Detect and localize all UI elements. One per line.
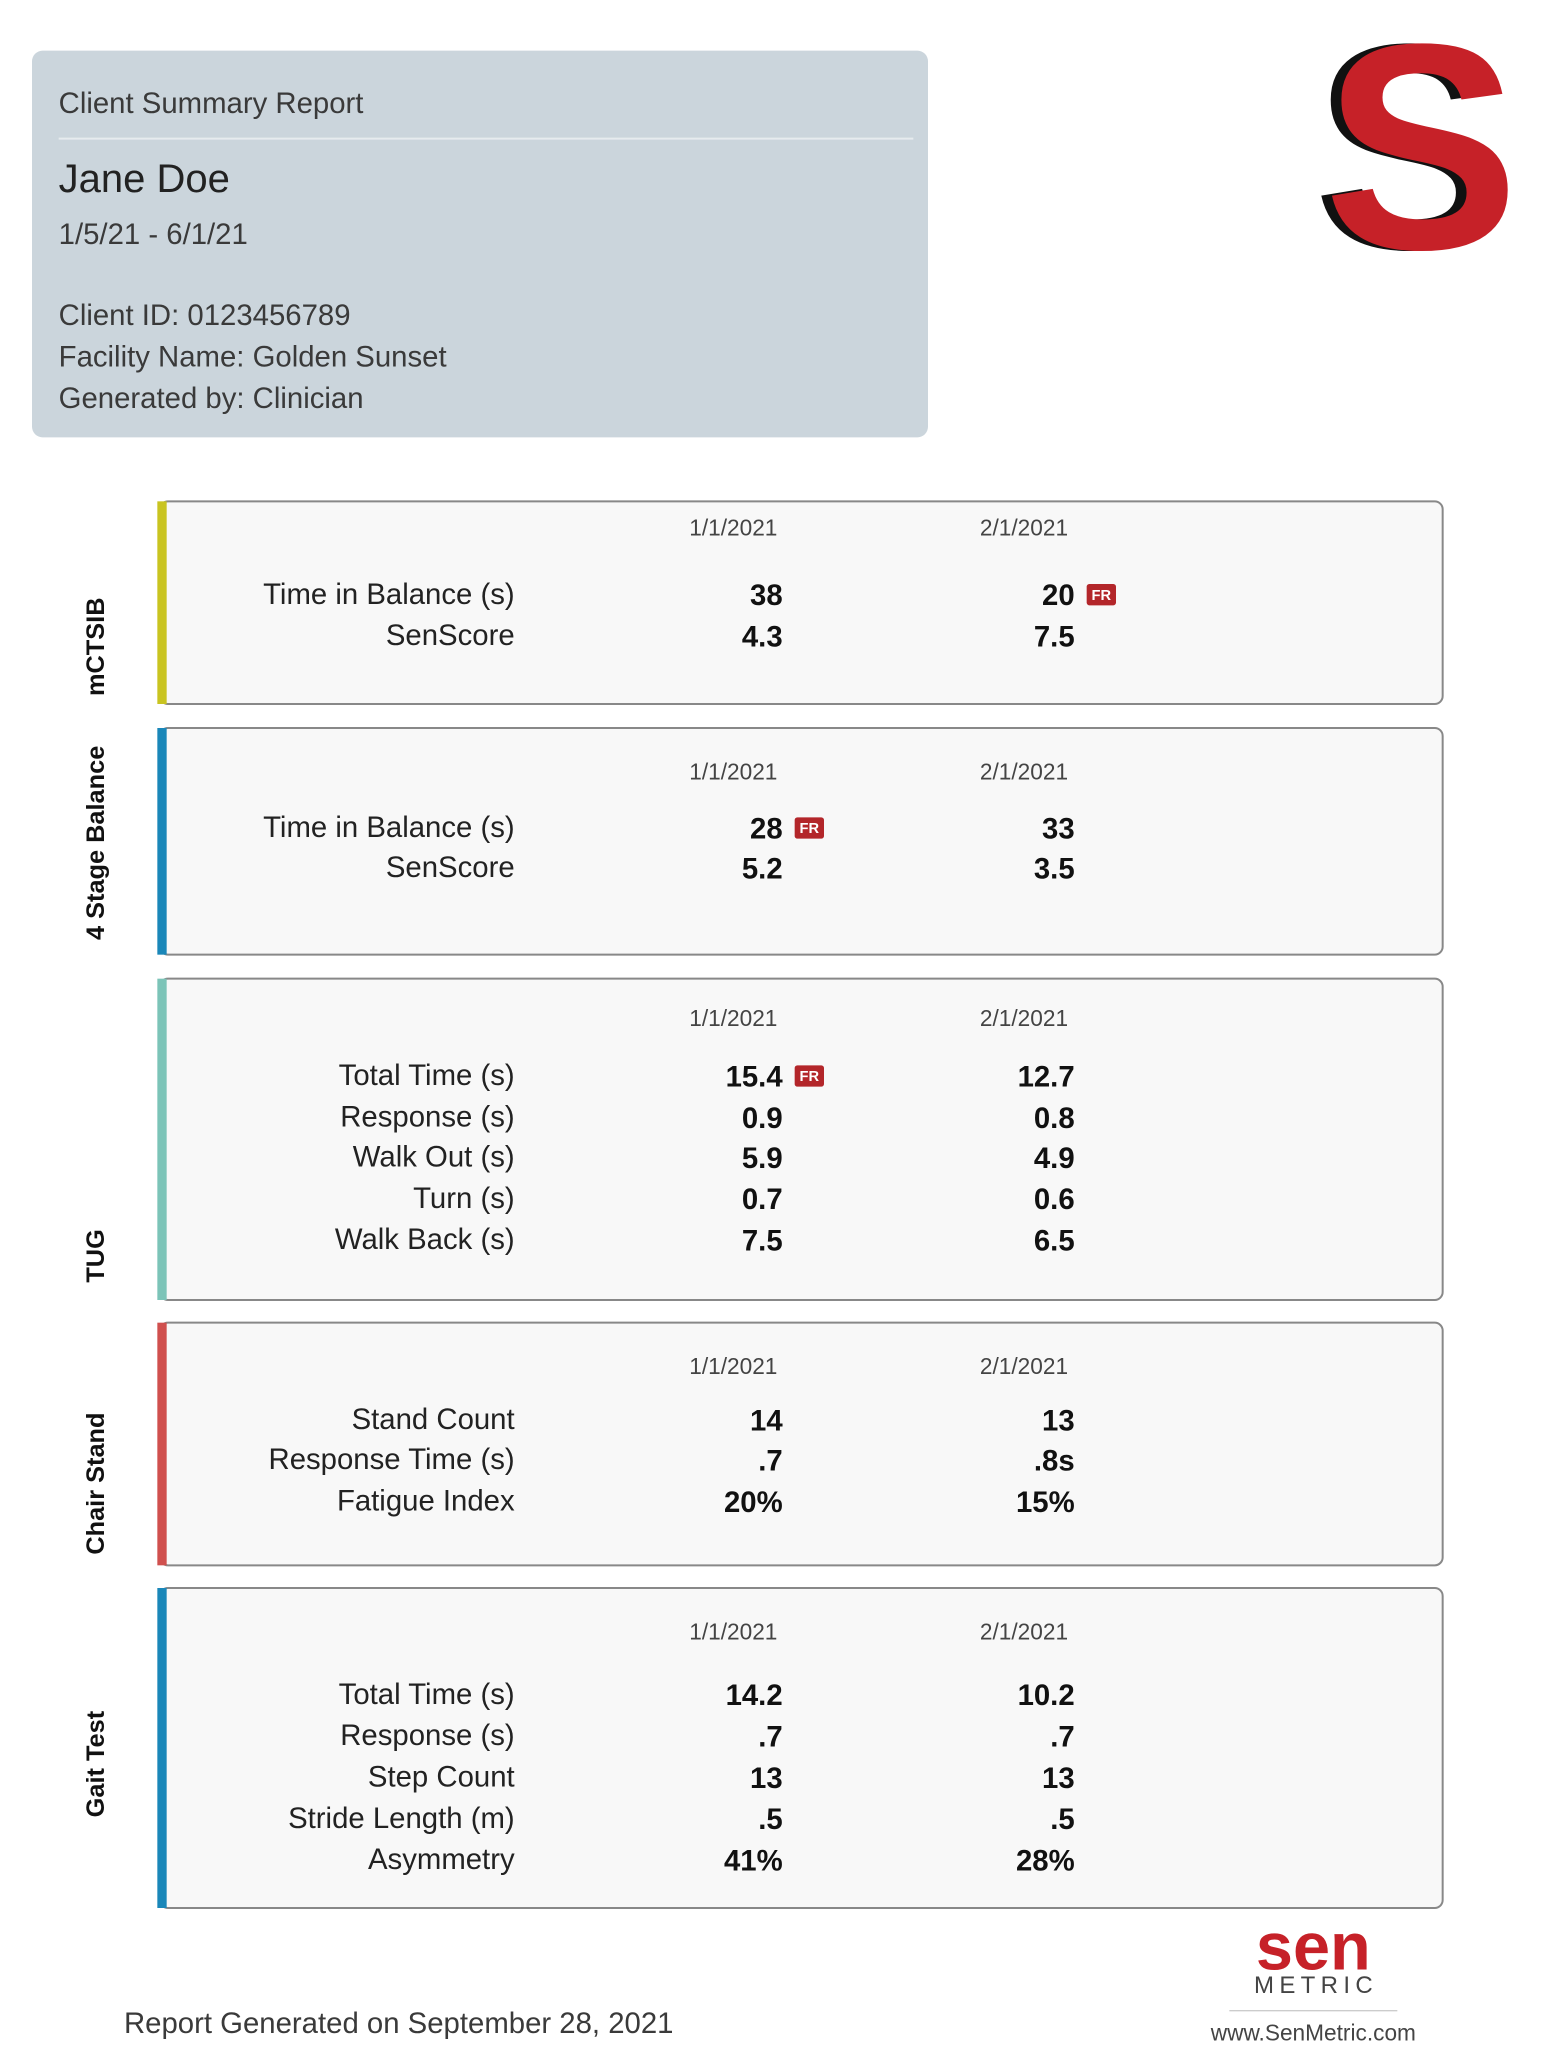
- metric-value: 28: [750, 812, 783, 845]
- metric-value: 4.3: [742, 620, 783, 653]
- metric-value: 14: [750, 1404, 783, 1437]
- section-accent: [157, 1588, 167, 1908]
- date-header: 1/1/2021: [689, 1005, 777, 1031]
- metric-value: 6.5: [1034, 1224, 1075, 1257]
- metric-value: 13: [1042, 1404, 1075, 1437]
- generated-by: Generated by: Clinician: [59, 382, 364, 415]
- metric-label: Response Time (s): [269, 1443, 515, 1476]
- metric-value: 0.9: [742, 1102, 783, 1135]
- metric-value: 33: [1042, 812, 1075, 845]
- metric-value: 5.9: [742, 1142, 783, 1175]
- section-name: Chair Stand: [82, 1413, 110, 1555]
- section-accent: [157, 501, 167, 704]
- metric-value: 15.4: [726, 1060, 784, 1093]
- generated-on: Report Generated on September 28, 2021: [124, 2007, 673, 2040]
- website: www.SenMetric.com: [1210, 2020, 1416, 2046]
- flag-text: FR: [1092, 588, 1112, 604]
- metric-value: 28%: [1016, 1844, 1075, 1877]
- sections: mCTSIB 1/1/2021 2/1/2021 Time in Balance (s…: [82, 500, 1444, 1909]
- metric-value: 20%: [724, 1486, 783, 1519]
- metric-value: 14.2: [726, 1679, 783, 1712]
- metric-value: 38: [750, 579, 783, 612]
- metric-label: Walk Back (s): [335, 1223, 515, 1256]
- brand-top: sen: [1256, 1911, 1371, 1985]
- metric-value: 7.5: [1034, 620, 1075, 653]
- report-title: Client Summary Report: [59, 87, 364, 120]
- metric-value: 12.7: [1018, 1060, 1075, 1093]
- metric-value: 15%: [1016, 1486, 1075, 1519]
- date-header: 2/1/2021: [980, 1618, 1068, 1644]
- metric-value: 41%: [724, 1844, 783, 1877]
- logo-shadow: S: [1313, 0, 1509, 311]
- metric-value: .8s: [1034, 1444, 1075, 1477]
- header-box: [32, 50, 928, 438]
- metric-value: .5: [1050, 1803, 1074, 1836]
- client-name: Jane Doe: [59, 157, 230, 201]
- metric-label: Turn (s): [413, 1182, 515, 1215]
- metric-label: Step Count: [368, 1760, 515, 1793]
- metric-value: .7: [1050, 1720, 1074, 1753]
- metric-label: Total Time (s): [339, 1678, 515, 1711]
- section-accent: [157, 728, 167, 955]
- facility: Facility Name: Golden Sunset: [59, 340, 447, 373]
- section-name: 4 Stage Balance: [82, 746, 110, 940]
- metric-label: Time in Balance (s): [263, 811, 515, 844]
- metric-value: 7.5: [742, 1224, 783, 1257]
- date-header: 2/1/2021: [980, 1353, 1068, 1379]
- date-header: 1/1/2021: [689, 1353, 777, 1379]
- section-accent: [157, 978, 167, 1300]
- metric-value: 13: [1042, 1762, 1075, 1795]
- metric-label: Fatigue Index: [337, 1484, 515, 1517]
- brand-bottom: METRIC: [1254, 1972, 1378, 1999]
- date-header: 1/1/2021: [689, 1618, 777, 1644]
- logo: S: [1324, 0, 1520, 311]
- metric-label: SenScore: [386, 851, 515, 884]
- date-range: 1/5/21 - 6/1/21: [59, 218, 248, 251]
- metric-value: .7: [758, 1720, 782, 1753]
- section-accent: [157, 1322, 167, 1566]
- metric-value: 3.5: [1034, 852, 1075, 885]
- flag-badge: [794, 817, 824, 839]
- client-id: Client ID: 0123456789: [59, 299, 351, 332]
- metric-label: Stride Length (m): [288, 1802, 515, 1835]
- section-name: TUG: [82, 1229, 110, 1282]
- metric-value: 0.6: [1034, 1183, 1075, 1216]
- metric-value: .7: [758, 1444, 782, 1477]
- date-header: 2/1/2021: [980, 1005, 1068, 1031]
- metric-label: SenScore: [386, 619, 515, 652]
- flag-badge: [1086, 584, 1116, 606]
- flag-text: FR: [800, 821, 820, 837]
- flag-text: FR: [800, 1069, 820, 1085]
- metric-label: Response (s): [340, 1719, 514, 1752]
- date-header: 1/1/2021: [689, 514, 777, 540]
- section-name: Gait Test: [82, 1710, 110, 1817]
- date-header: 2/1/2021: [980, 514, 1068, 540]
- metric-label: Stand Count: [352, 1403, 515, 1436]
- metric-label: Time in Balance (s): [263, 578, 515, 611]
- metric-label: Total Time (s): [339, 1059, 515, 1092]
- metric-label: Asymmetry: [368, 1843, 515, 1876]
- metric-value: 20: [1042, 579, 1075, 612]
- section-name: mCTSIB: [82, 597, 110, 696]
- metric-label: Walk Out (s): [353, 1140, 515, 1173]
- metric-value: 5.2: [742, 852, 783, 885]
- metric-value: 4.9: [1034, 1142, 1075, 1175]
- metric-value: 10.2: [1018, 1679, 1075, 1712]
- date-header: 1/1/2021: [689, 758, 777, 784]
- date-header: 2/1/2021: [980, 758, 1068, 784]
- flag-badge: [794, 1065, 824, 1087]
- metric-value: 0.8: [1034, 1102, 1075, 1135]
- metric-label: Response (s): [340, 1100, 514, 1133]
- metric-value: 13: [750, 1762, 783, 1795]
- metric-value: 0.7: [742, 1183, 783, 1216]
- metric-value: .5: [758, 1803, 782, 1836]
